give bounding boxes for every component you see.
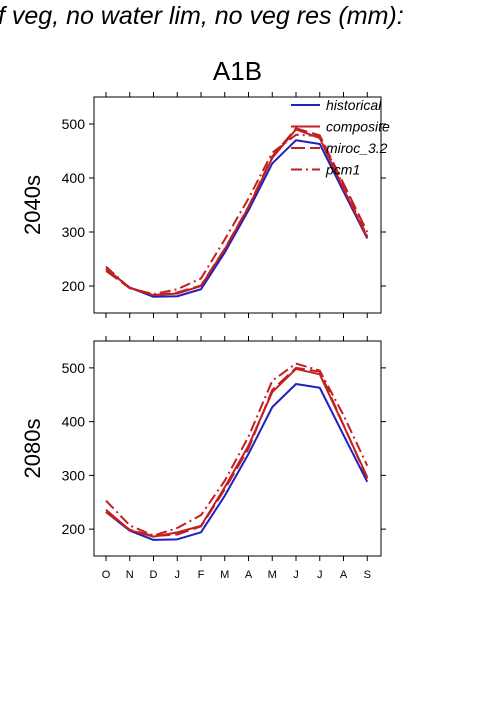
x-tick-label: S [364, 569, 371, 581]
series-line-pcm1 [105, 133, 369, 296]
x-tick-label: A [340, 569, 348, 581]
plot-frame [93, 340, 382, 557]
y-tick-label: 400 [62, 170, 86, 186]
legend-label: historical [326, 97, 382, 113]
y-tick-label: 400 [62, 414, 86, 430]
x-tick-label: N [126, 569, 134, 581]
x-tick-label: A [245, 569, 253, 581]
series-line-miroc-3-2 [105, 366, 369, 538]
legend-label: pcm1 [325, 162, 360, 178]
legend-label: miroc_3.2 [326, 140, 388, 156]
plot-frame [93, 96, 382, 314]
x-tick-label: M [220, 569, 229, 581]
page-title: f veg, no water lim, no veg res (mm): [0, 2, 404, 30]
series-line-pcm1 [105, 362, 369, 537]
y-tick-label: 200 [62, 278, 86, 294]
panel-row-label: 2040s [20, 175, 45, 235]
x-tick-label: M [268, 569, 277, 581]
x-tick-label: J [293, 569, 299, 581]
series-line-historical [105, 139, 369, 298]
x-tick-label: O [102, 569, 111, 581]
y-tick-label: 200 [62, 521, 86, 537]
x-tick-label: J [317, 569, 323, 581]
x-tick-label: D [150, 569, 158, 581]
y-tick-label: 300 [62, 224, 86, 240]
y-tick-label: 500 [62, 116, 86, 132]
panel-title: A1B [213, 56, 262, 86]
legend-label: composite [326, 119, 390, 135]
x-tick-label: F [198, 569, 205, 581]
series-line-composite [105, 367, 369, 538]
panel-row-label: 2080s [20, 419, 45, 479]
x-tick-label: J [175, 569, 181, 581]
series-line-historical [105, 383, 369, 541]
y-tick-label: 300 [62, 467, 86, 483]
y-tick-label: 500 [62, 360, 86, 376]
